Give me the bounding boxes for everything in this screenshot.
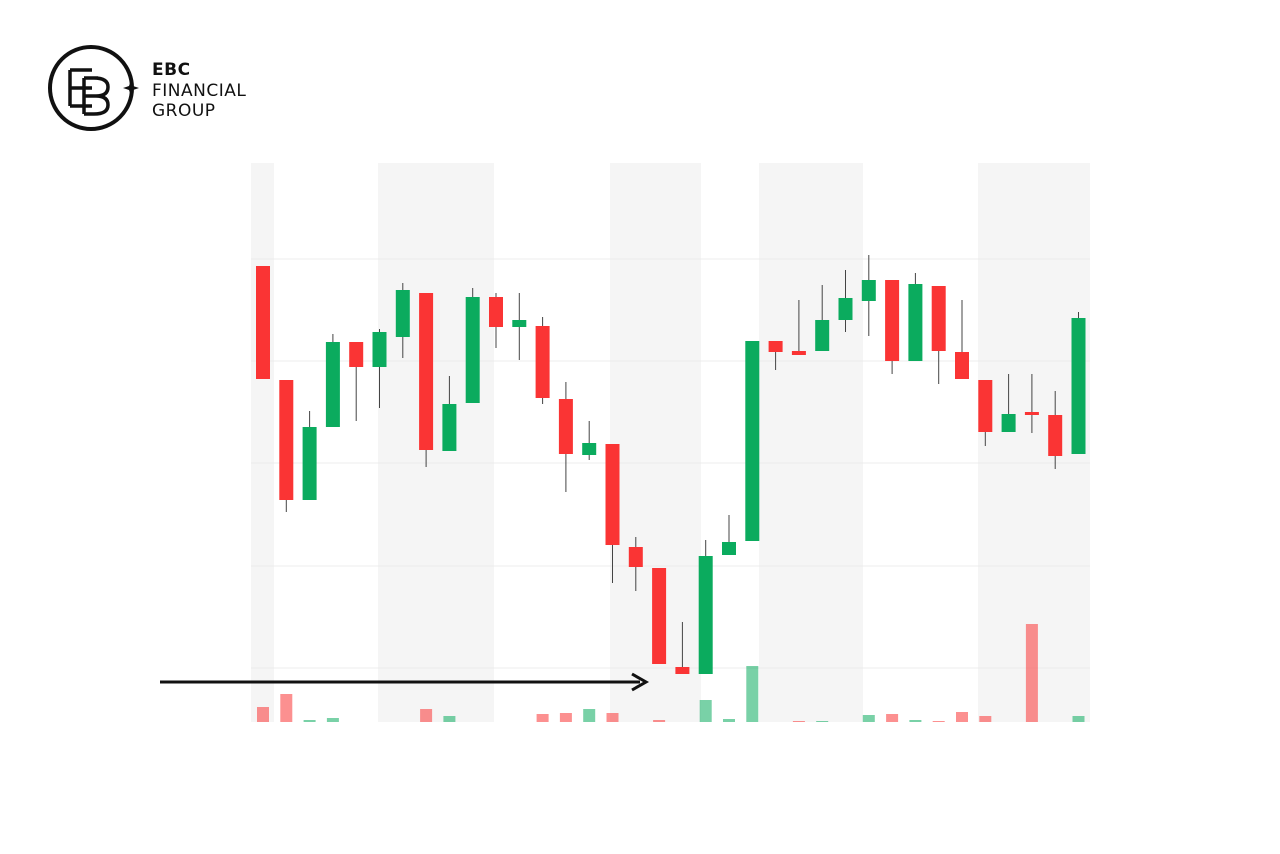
volume-bar — [443, 716, 456, 722]
volume-bar — [280, 694, 293, 722]
candle-body — [955, 352, 969, 379]
candle-body — [395, 290, 410, 337]
candle-body — [722, 542, 736, 555]
session-band — [759, 163, 863, 722]
candle-body — [372, 332, 387, 367]
candle-body — [489, 297, 503, 327]
candle-body — [535, 326, 550, 398]
volume-bar — [326, 718, 339, 722]
candle-body — [861, 280, 876, 301]
candle-body — [908, 284, 923, 361]
volume-bar — [420, 709, 433, 722]
candle-body — [349, 342, 364, 367]
volume-bar — [699, 700, 712, 722]
volume-bar — [653, 720, 666, 722]
candle-body — [1001, 414, 1016, 432]
candle-body — [838, 298, 853, 320]
arrow-head — [631, 672, 650, 692]
candle-body — [465, 297, 480, 403]
volume-bar — [606, 713, 619, 722]
candle-body — [1095, 316, 1109, 318]
volume-bar — [1096, 716, 1108, 722]
volume-bar — [1025, 624, 1038, 722]
volume-bar — [1072, 716, 1085, 722]
logo-text: GROUP — [152, 101, 216, 121]
candle-body — [931, 286, 946, 351]
candle-body — [652, 568, 667, 664]
volume-bar — [746, 666, 759, 722]
candle-body — [1024, 412, 1039, 415]
logo-text: EBC — [152, 60, 191, 80]
volume-bar — [559, 713, 572, 722]
candle-body — [791, 351, 806, 355]
volume-bar — [816, 721, 829, 722]
volume-bar — [303, 720, 316, 722]
candle-body — [628, 547, 643, 567]
candle-body — [745, 341, 760, 541]
candle-body — [698, 556, 713, 674]
logo-text: FINANCIAL — [152, 81, 246, 101]
logo-star — [123, 80, 139, 96]
candle-body — [279, 380, 294, 500]
candle-body — [302, 427, 317, 500]
session-band — [378, 163, 494, 722]
session-bands — [251, 163, 1090, 722]
candle-body — [325, 342, 340, 427]
candle-body — [1071, 318, 1086, 454]
arrow — [160, 672, 650, 692]
logo-mark — [68, 68, 110, 116]
volume-bar — [862, 715, 875, 722]
volume-bar — [723, 719, 735, 722]
plot — [251, 255, 1109, 722]
volume-bar — [909, 720, 922, 722]
candle-body — [605, 444, 620, 545]
volume-bar — [583, 709, 596, 722]
candle-body — [675, 667, 690, 674]
candle-body — [442, 404, 457, 451]
volume-bar — [536, 714, 549, 722]
candle-body — [256, 266, 270, 379]
candle-body — [885, 280, 900, 361]
candle-body — [512, 320, 527, 327]
candle-body — [978, 380, 993, 432]
candle-body — [419, 293, 434, 450]
volume-bar — [886, 714, 899, 722]
volume-bar — [792, 721, 805, 722]
volume-bar — [257, 707, 269, 722]
volume-bar — [932, 721, 945, 722]
volume-bar — [956, 712, 968, 722]
volume-bar — [979, 716, 992, 722]
logo: EBC FINANCIAL GROUP — [48, 45, 246, 131]
candle-body — [582, 443, 597, 455]
candle-body — [1048, 415, 1063, 456]
candle-body — [815, 320, 830, 351]
candle-body — [558, 399, 573, 454]
session-band — [251, 163, 274, 722]
candle-body — [768, 341, 783, 352]
